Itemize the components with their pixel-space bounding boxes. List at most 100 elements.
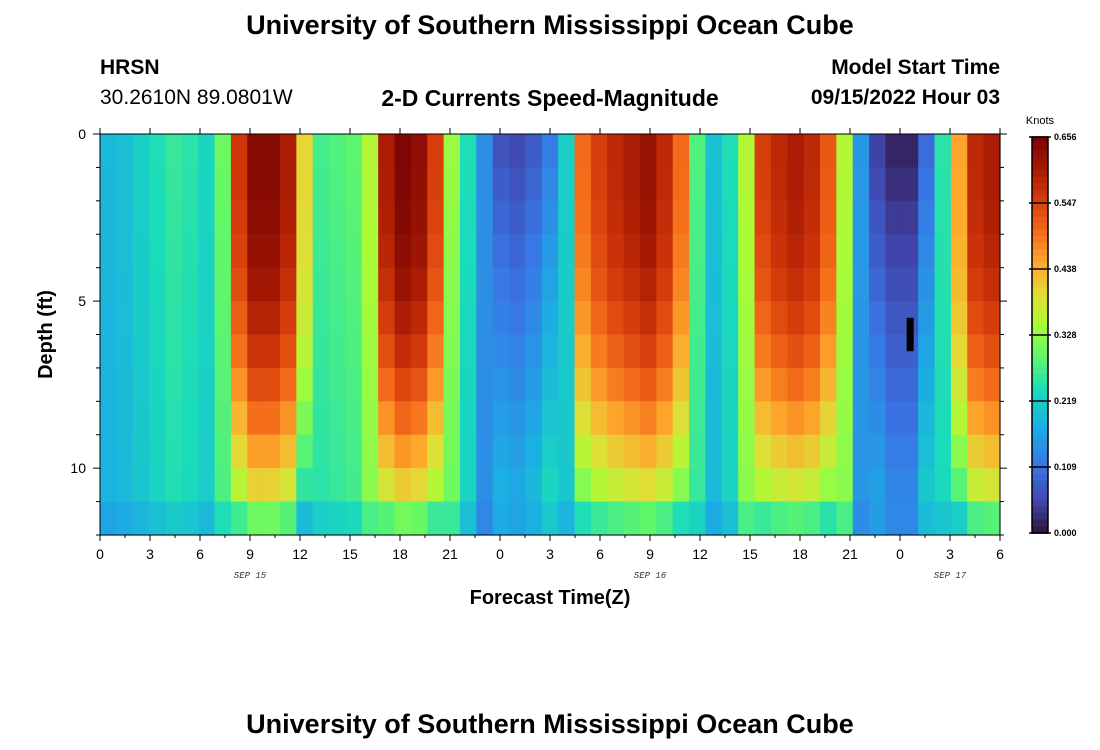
heatmap-cell [525, 501, 543, 536]
heatmap-cell [378, 167, 396, 202]
heatmap-cell [852, 468, 870, 503]
colorbar-segment [1032, 420, 1048, 428]
heatmap-cell [509, 134, 527, 169]
colorbar-tick-label: 0.000 [1054, 528, 1077, 538]
heatmap-cell [100, 501, 117, 536]
heatmap-cell [967, 301, 985, 336]
heatmap-cell [280, 334, 297, 369]
heatmap-cell [263, 134, 281, 169]
heatmap-cell [198, 401, 216, 436]
heatmap-cell [738, 234, 756, 269]
heatmap-cell [950, 200, 968, 235]
heatmap-cell [247, 134, 265, 169]
heatmap-cell [280, 267, 297, 302]
heatmap-cell [247, 301, 265, 336]
heatmap-cell [263, 167, 281, 202]
heatmap-cell [394, 434, 412, 469]
heatmap-cell [181, 200, 199, 235]
heatmap-cell [541, 367, 559, 402]
heatmap-cell [329, 200, 347, 235]
heatmap-cell [149, 167, 167, 202]
heatmap-cell [640, 267, 657, 302]
heatmap-cell [918, 134, 936, 169]
heatmap-cell [460, 301, 477, 336]
heatmap-cell [149, 334, 167, 369]
heatmap-cell [738, 468, 756, 503]
heatmap-cell [230, 468, 248, 503]
heatmap-cell [574, 334, 592, 369]
heatmap-cell [460, 434, 477, 469]
heatmap-cell [787, 434, 805, 469]
heatmap-cell [607, 468, 625, 503]
heatmap-cell [214, 468, 232, 503]
heatmap-cell [836, 401, 854, 436]
heatmap-cell [214, 234, 232, 269]
heatmap-cell [770, 200, 788, 235]
heatmap-cell [590, 200, 608, 235]
heatmap-cell [476, 134, 494, 169]
heatmap-cell [345, 234, 363, 269]
heatmap-cell [247, 167, 265, 202]
heatmap-cell [901, 200, 919, 235]
heatmap-cell [460, 401, 477, 436]
heatmap-cell [869, 200, 887, 235]
heatmap-cell [574, 200, 592, 235]
heatmap-cell [492, 234, 510, 269]
heatmap-cell [967, 167, 985, 202]
heatmap-cell [770, 367, 788, 402]
heatmap-cell [901, 501, 919, 536]
heatmap-cell [492, 267, 510, 302]
heatmap-cell [656, 401, 674, 436]
heatmap-cell [803, 301, 821, 336]
x-tick-label: 12 [692, 546, 708, 562]
heatmap-cell [901, 334, 919, 369]
heatmap-cell [116, 234, 134, 269]
heatmap-cell [460, 501, 477, 536]
heatmap-cell [950, 434, 968, 469]
heatmap-cell [754, 334, 772, 369]
heatmap-cell [541, 501, 559, 536]
heatmap-cell [983, 468, 1001, 503]
heatmap-cell [476, 367, 494, 402]
heatmap-cell [901, 167, 919, 202]
heatmap-cell [100, 434, 117, 469]
heatmap-cell [885, 501, 903, 536]
heatmap-cell [247, 367, 265, 402]
heatmap-cell [836, 501, 854, 536]
heatmap-cell [410, 334, 428, 369]
colorbar-segment [1032, 308, 1048, 316]
heatmap-cell [640, 367, 657, 402]
heatmap-cell [623, 468, 641, 503]
heatmap-cell [918, 200, 936, 235]
heatmap-cell [296, 501, 314, 536]
colorbar-segment [1032, 189, 1048, 197]
colorbar-segment [1032, 249, 1048, 257]
heatmap-cell [590, 401, 608, 436]
colorbar-segment [1032, 493, 1048, 501]
heatmap-cell [787, 134, 805, 169]
heatmap-cell [476, 301, 494, 336]
heatmap-cell [492, 134, 510, 169]
colorbar-segment [1032, 401, 1048, 409]
heatmap-cell [280, 234, 297, 269]
heatmap-cell [329, 267, 347, 302]
heatmap-cell [280, 434, 297, 469]
heatmap-cell [640, 434, 657, 469]
heatmap-cell [607, 234, 625, 269]
heatmap-cell [100, 301, 117, 336]
colorbar-segment [1032, 163, 1048, 171]
heatmap-cell [312, 301, 330, 336]
y-axis-title: Depth (ft) [35, 290, 57, 379]
heatmap-cell [132, 334, 150, 369]
heatmap-cell [149, 501, 167, 536]
heatmap-cell [820, 401, 837, 436]
heatmap-cell [214, 434, 232, 469]
heatmap-cell [574, 167, 592, 202]
heatmap-cell [640, 200, 657, 235]
heatmap-cell [296, 301, 314, 336]
heatmap-cell [378, 401, 396, 436]
heatmap-cell [787, 367, 805, 402]
heatmap-cell [590, 434, 608, 469]
heatmap-cell [476, 167, 494, 202]
heatmap-cell [345, 200, 363, 235]
